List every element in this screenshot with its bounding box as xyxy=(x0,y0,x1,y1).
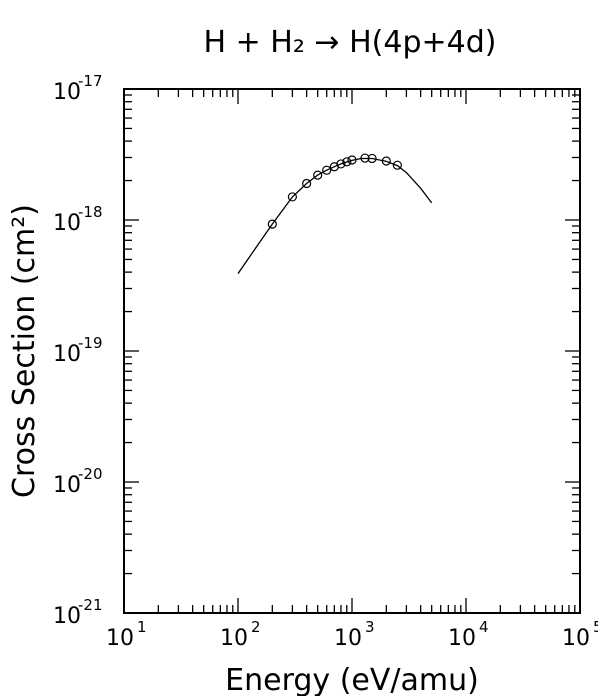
x-tick-label: 10 xyxy=(562,626,590,651)
y-tick-label: 10 xyxy=(53,80,81,105)
series-layer xyxy=(237,153,433,274)
y-tick-label-exponent: -18 xyxy=(78,203,103,221)
x-tick-label: 10 xyxy=(220,626,248,651)
x-tick-label: 10 xyxy=(106,626,134,651)
data-point-marker xyxy=(267,219,277,229)
x-tick-label-exponent: 1 xyxy=(137,618,147,636)
data-point-marker xyxy=(347,155,357,165)
data-point-marker xyxy=(342,157,352,167)
data-point-marker xyxy=(302,178,312,189)
data-point-marker xyxy=(367,153,377,164)
x-tick-label-exponent: 5 xyxy=(593,618,598,636)
y-tick-label-exponent: -19 xyxy=(78,334,103,352)
data-point-marker xyxy=(392,160,402,170)
data-point-marker xyxy=(336,159,346,169)
x-tick-label-exponent: 4 xyxy=(479,618,489,636)
x-axis-label: Energy (eV/amu) xyxy=(225,663,479,696)
data-point-marker xyxy=(287,192,297,202)
y-tick-label: 10 xyxy=(53,342,81,367)
fit-curve xyxy=(237,157,433,274)
y-axis-label: Cross Section (cm²) xyxy=(7,204,42,498)
x-tick-label-exponent: 3 xyxy=(365,618,375,636)
x-tick-label: 10 xyxy=(448,626,476,651)
data-point-marker xyxy=(322,165,332,175)
y-tick-label-exponent: -17 xyxy=(78,72,103,90)
x-tick-label: 10 xyxy=(334,626,362,651)
y-tick-label-exponent: -20 xyxy=(78,465,103,483)
y-tick-label: 10 xyxy=(53,604,81,629)
chart-title: H + H₂ → H(4p+4d) xyxy=(204,25,497,60)
data-point-marker xyxy=(360,153,370,163)
x-tick-label-exponent: 2 xyxy=(251,618,261,636)
plot-frame xyxy=(123,88,581,614)
y-tick-label: 10 xyxy=(53,211,81,236)
y-tick-label-exponent: -21 xyxy=(78,596,103,614)
data-point-marker xyxy=(313,170,323,180)
y-tick-label: 10 xyxy=(53,473,81,498)
axis-ticks xyxy=(123,89,580,614)
data-point-marker xyxy=(381,156,391,166)
